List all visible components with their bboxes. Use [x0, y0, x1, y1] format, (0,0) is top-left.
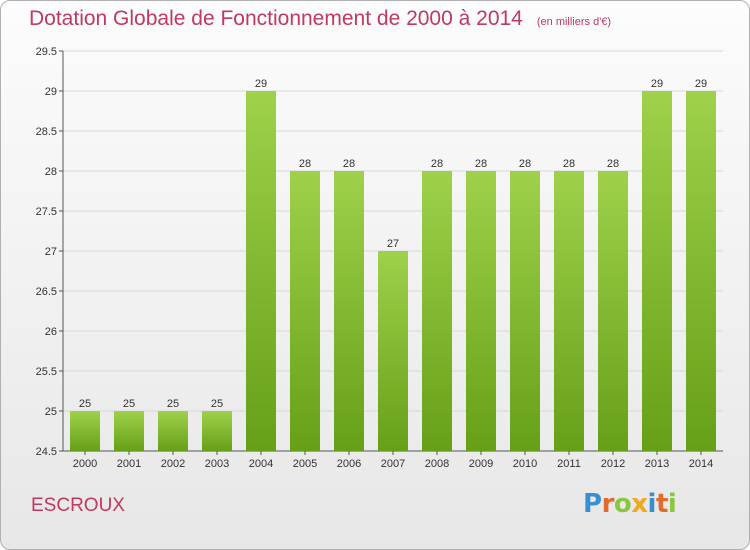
- bar-value-label: 25: [211, 398, 223, 410]
- proxiti-logo: Proxiti: [583, 489, 677, 519]
- y-tick-label: 28.5: [36, 126, 57, 138]
- y-tick-label: 27.5: [36, 206, 57, 218]
- bar-value-label: 28: [431, 158, 443, 170]
- y-tick-label: 25: [45, 406, 57, 418]
- bar: [598, 171, 628, 451]
- bar-value-label: 29: [651, 78, 663, 90]
- bar: [290, 171, 320, 451]
- bar-value-label: 28: [299, 158, 311, 170]
- x-tick-label: 2012: [601, 458, 625, 470]
- x-tick-label: 2010: [513, 458, 537, 470]
- bar: [378, 251, 408, 451]
- bar-value-label: 29: [695, 78, 707, 90]
- logo-letter: o: [613, 489, 632, 519]
- y-tick-label: 29.5: [36, 46, 57, 58]
- x-tick-label: 2011: [557, 458, 581, 470]
- bar-value-label: 28: [343, 158, 355, 170]
- y-tick-label: 27: [45, 246, 57, 258]
- bar: [642, 91, 672, 451]
- x-tick-label: 2000: [73, 458, 97, 470]
- bar-value-label: 29: [255, 78, 267, 90]
- x-tick-label: 2002: [161, 458, 185, 470]
- bar-value-label: 28: [475, 158, 487, 170]
- logo-letter: t: [655, 489, 668, 519]
- bar: [334, 171, 364, 451]
- bar: [158, 411, 188, 451]
- bar: [510, 171, 540, 451]
- bar: [114, 411, 144, 451]
- bar: [246, 91, 276, 451]
- chart-unit: (en milliers d'€): [536, 16, 612, 28]
- bar: [202, 411, 232, 451]
- labels: 24.5 25 25.5 26 26.5 27 27.5 28 28.5 29 29.5 25 2000…: [36, 46, 714, 470]
- bars: [70, 91, 716, 451]
- commune-name: ESCROUX: [31, 495, 125, 516]
- logo-letter: x: [631, 489, 648, 519]
- x-tick-label: 2009: [469, 458, 493, 470]
- bar: [554, 171, 584, 451]
- y-tick-label: 26: [45, 326, 57, 338]
- x-tick-label: 2008: [425, 458, 449, 470]
- y-tick-label: 29: [45, 86, 57, 98]
- x-tick-label: 2004: [249, 458, 273, 470]
- x-tick-label: 2005: [293, 458, 317, 470]
- x-tick-label: 2014: [689, 458, 713, 470]
- bar-value-label: 25: [123, 398, 135, 410]
- y-tick-label: 28: [45, 166, 57, 178]
- bar-value-label: 27: [387, 238, 399, 250]
- x-tick-label: 2001: [117, 458, 141, 470]
- chart-title-block: Dotation Globale de Fonctionnement de 20…: [29, 7, 611, 31]
- logo-letter: r: [601, 489, 615, 519]
- x-tick-label: 2003: [205, 458, 229, 470]
- bar: [686, 91, 716, 451]
- chart-title: Dotation Globale de Fonctionnement de 20…: [29, 7, 523, 30]
- x-tick-label: 2006: [337, 458, 361, 470]
- y-tick-label: 26.5: [36, 286, 57, 298]
- bar-value-label: 28: [607, 158, 619, 170]
- bar-value-label: 25: [167, 398, 179, 410]
- logo-letter: P: [583, 489, 602, 519]
- bar: [70, 411, 100, 451]
- bar-value-label: 28: [519, 158, 531, 170]
- y-tick-label: 24.5: [36, 446, 57, 458]
- bar: [466, 171, 496, 451]
- bar-value-label: 28: [563, 158, 575, 170]
- x-tick-label: 2007: [381, 458, 405, 470]
- y-tick-label: 25.5: [36, 366, 57, 378]
- bar: [422, 171, 452, 451]
- x-tick-label: 2013: [645, 458, 669, 470]
- bar-value-label: 25: [79, 398, 91, 410]
- logo-letter: i: [647, 489, 657, 519]
- logo-letter: i: [667, 489, 677, 519]
